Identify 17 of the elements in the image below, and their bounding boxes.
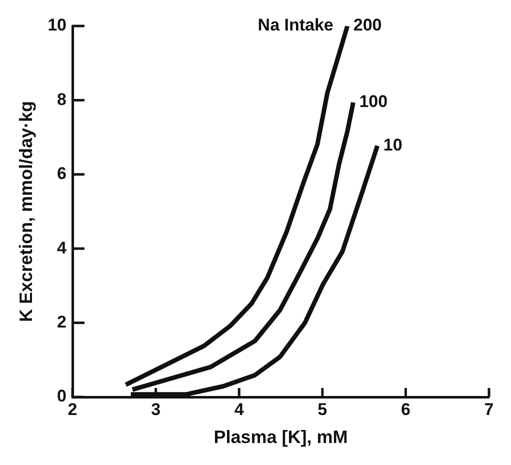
series-label: 10	[383, 136, 402, 155]
series-label: 200	[353, 16, 382, 35]
y-tick-label: 10	[48, 16, 67, 35]
series-label: 100	[359, 92, 388, 112]
x-axis-title: Plasma [K], mM	[214, 427, 348, 448]
y-tick-label: 4	[57, 238, 68, 258]
y-axis-title: K Excretion, mmol/day·kg	[16, 100, 36, 322]
y-tick-label: 0	[57, 386, 67, 406]
x-tick-label: 3	[151, 400, 161, 419]
y-tick-label: 2	[57, 312, 67, 332]
annotation: Na Intake	[258, 16, 334, 35]
x-tick-label: 7	[484, 400, 494, 419]
y-tick-label: 8	[57, 90, 67, 109]
x-tick-label: 5	[318, 400, 328, 419]
x-tick-label: 6	[400, 400, 410, 419]
x-tick-label: 4	[234, 400, 244, 419]
y-tick-label: 6	[57, 164, 67, 184]
